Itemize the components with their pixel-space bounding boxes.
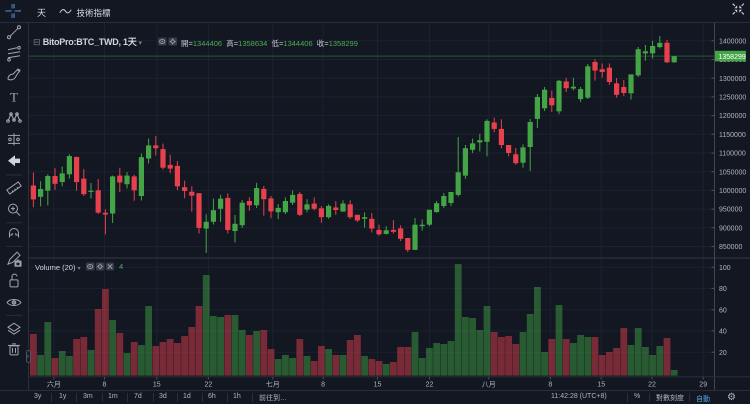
- svg-text:8: 8: [321, 381, 325, 388]
- svg-text:20: 20: [719, 350, 727, 357]
- svg-text:八月: 八月: [482, 380, 496, 388]
- svg-text:1358299: 1358299: [719, 54, 746, 61]
- svg-text:40: 40: [719, 329, 727, 336]
- svg-text:950000: 950000: [719, 207, 742, 214]
- svg-text:15: 15: [374, 381, 382, 388]
- svg-text:1150000: 1150000: [719, 132, 746, 139]
- svg-text:1050000: 1050000: [719, 169, 746, 176]
- svg-text:60: 60: [719, 307, 727, 314]
- svg-text:850000: 850000: [719, 244, 742, 251]
- svg-text:1400000: 1400000: [719, 38, 746, 45]
- svg-text:1250000: 1250000: [719, 95, 746, 102]
- svg-text:100: 100: [719, 265, 731, 272]
- svg-text:8: 8: [103, 381, 107, 388]
- svg-text:22: 22: [426, 381, 434, 388]
- svg-text:900000: 900000: [719, 225, 742, 232]
- svg-text:1000000: 1000000: [719, 188, 746, 195]
- svg-text:80: 80: [719, 286, 727, 293]
- svg-text:15: 15: [597, 381, 605, 388]
- svg-text:1100000: 1100000: [719, 151, 746, 158]
- svg-text:29: 29: [699, 381, 707, 388]
- svg-text:七月: 七月: [266, 379, 280, 388]
- svg-text:15: 15: [153, 381, 161, 388]
- svg-text:六月: 六月: [47, 379, 61, 388]
- svg-text:22: 22: [205, 381, 213, 388]
- svg-text:8: 8: [548, 381, 552, 388]
- svg-text:1200000: 1200000: [719, 113, 746, 120]
- svg-text:22: 22: [648, 381, 656, 388]
- svg-text:T: T: [10, 89, 18, 104]
- svg-text:1300000: 1300000: [719, 76, 746, 83]
